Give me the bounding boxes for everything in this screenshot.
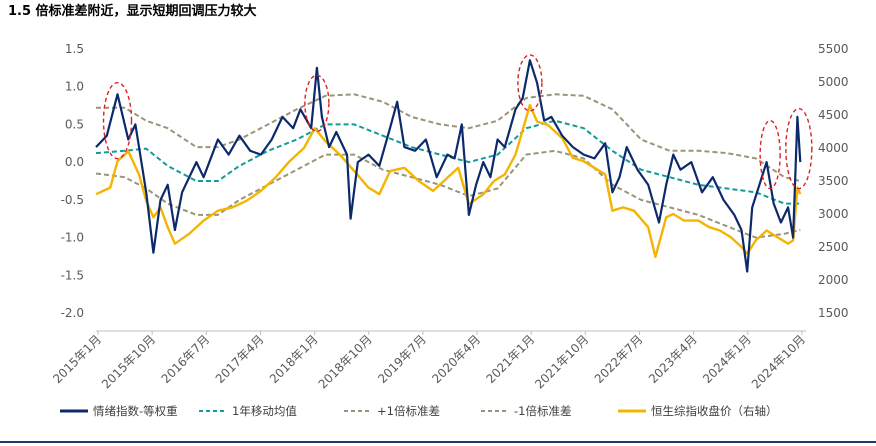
- series-line: [95, 59, 802, 273]
- series-line: [95, 149, 801, 239]
- x-tick-label: 2018年1月: [267, 332, 321, 386]
- left-axis: 1.5 1.0 0.5 0.0 -0.5 -1.0 -1.5 -2.0: [61, 42, 84, 320]
- left-tick-label: -1.0: [61, 231, 84, 245]
- x-tick-label: 2019年7月: [375, 332, 429, 386]
- right-tick-label: 4500: [818, 108, 849, 122]
- right-tick-label: 3000: [818, 207, 849, 221]
- x-tick-label: 2015年10月: [99, 332, 158, 391]
- right-tick-label: 1500: [818, 306, 849, 320]
- x-tick-label: 2021年10月: [532, 332, 591, 391]
- chart-title: 1.5 倍标准差附近，显示短期回调压力较大: [8, 4, 257, 19]
- highlight-ellipse: [759, 119, 781, 190]
- x-tick-label: 2022年7月: [592, 332, 646, 386]
- series-line: [95, 103, 802, 259]
- x-tick-label: 2015年1月: [50, 332, 104, 386]
- series-layer: [95, 59, 802, 273]
- x-tick-label: 2021年1月: [483, 332, 537, 386]
- right-tick-label: 2500: [818, 240, 849, 254]
- right-axis: 5500 5000 4500 4000 3500 3000 2500 2000 1500: [818, 42, 849, 320]
- right-tick-label: 3500: [818, 174, 849, 188]
- highlight-ellipses: [102, 54, 813, 190]
- series-line: [96, 93, 801, 182]
- right-tick-label: 5000: [818, 75, 849, 89]
- legend-label: 1年移动均值: [232, 404, 297, 418]
- left-tick-label: -0.5: [61, 193, 84, 207]
- highlight-ellipse: [785, 107, 813, 190]
- x-tick-label: 2023年4月: [646, 332, 700, 386]
- x-tick-label: 2018年10月: [316, 332, 375, 391]
- x-tick-label: 2024年1月: [700, 332, 754, 386]
- highlight-ellipse: [517, 54, 543, 112]
- right-tick-label: 5500: [818, 42, 849, 56]
- right-tick-label: 4000: [818, 141, 849, 155]
- left-tick-label: 1.0: [65, 80, 84, 94]
- left-tick-label: 0.0: [65, 155, 84, 169]
- x-tick-label: 2016年7月: [159, 332, 213, 386]
- left-tick-label: -1.5: [61, 268, 84, 282]
- left-tick-label: -2.0: [61, 306, 84, 320]
- series-line: [95, 119, 801, 205]
- legend-label: 情绪指数-等权重: [93, 404, 178, 418]
- legend-label: -1倍标准差: [514, 404, 571, 418]
- x-tick-label: 2020年4月: [429, 332, 483, 386]
- highlight-ellipse: [102, 81, 133, 160]
- x-tick-label: 2017年4月: [213, 332, 267, 386]
- right-tick-label: 2000: [818, 273, 849, 287]
- legend: 情绪指数-等权重 1年移动均值 +1倍标准差 -1倍标准差 恒生综指收盘价（右轴）: [60, 404, 778, 418]
- left-tick-label: 0.5: [65, 117, 84, 131]
- legend-label: +1倍标准差: [377, 404, 440, 418]
- left-tick-label: 1.5: [65, 42, 84, 56]
- bottom-rule: [0, 441, 876, 443]
- highlight-ellipse: [304, 74, 330, 133]
- x-tick-label: 2024年10月: [749, 332, 808, 391]
- legend-label: 恒生综指收盘价（右轴）: [651, 404, 778, 418]
